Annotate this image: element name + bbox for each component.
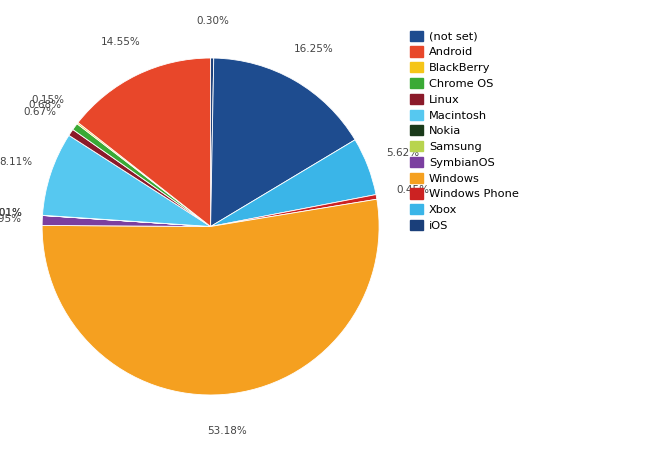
Text: 0.95%: 0.95% <box>0 214 21 224</box>
Wedge shape <box>78 58 211 226</box>
Wedge shape <box>42 199 379 395</box>
Legend: (not set), Android, BlackBerry, Chrome OS, Linux, Macintosh, Nokia, Samsung, Sym: (not set), Android, BlackBerry, Chrome O… <box>408 29 521 233</box>
Wedge shape <box>211 58 214 226</box>
Wedge shape <box>43 215 211 226</box>
Text: 0.45%: 0.45% <box>397 185 430 195</box>
Text: 0.68%: 0.68% <box>29 100 62 110</box>
Wedge shape <box>42 216 211 226</box>
Text: 14.55%: 14.55% <box>101 37 141 47</box>
Text: 53.18%: 53.18% <box>207 426 246 436</box>
Wedge shape <box>211 58 355 226</box>
Text: 0.01%: 0.01% <box>0 208 22 218</box>
Wedge shape <box>69 130 211 226</box>
Text: 0.67%: 0.67% <box>23 107 56 117</box>
Text: 5.62%: 5.62% <box>386 148 419 158</box>
Wedge shape <box>211 140 376 226</box>
Wedge shape <box>77 122 211 226</box>
Text: 0.30%: 0.30% <box>196 16 229 26</box>
Text: 0.15%: 0.15% <box>32 96 65 106</box>
Text: 8.11%: 8.11% <box>0 157 32 167</box>
Wedge shape <box>43 135 211 226</box>
Wedge shape <box>43 215 211 226</box>
Text: 16.25%: 16.25% <box>294 43 334 53</box>
Text: 0.01%: 0.01% <box>0 208 22 218</box>
Wedge shape <box>73 124 211 226</box>
Wedge shape <box>211 195 377 226</box>
